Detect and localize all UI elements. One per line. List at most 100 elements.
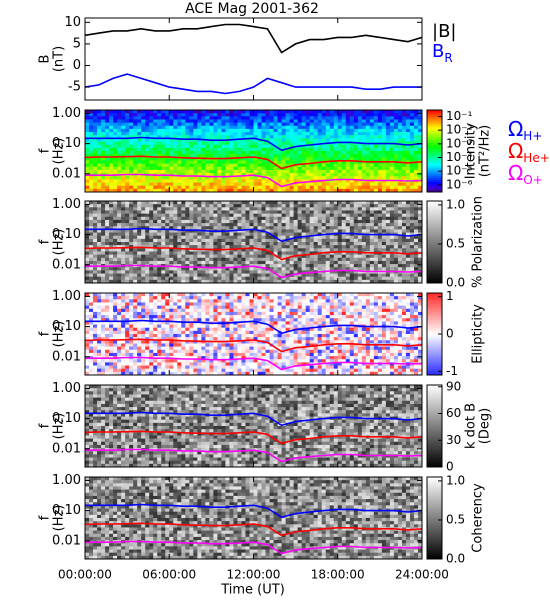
spectrogram-cell <box>417 157 423 161</box>
spectrogram-cell <box>185 147 190 152</box>
spectrogram-cell <box>193 254 198 259</box>
spectrogram-cell <box>393 151 399 155</box>
spectrogram-cell <box>209 226 214 230</box>
spectrogram-cell <box>321 248 327 252</box>
spectrogram-cell <box>157 179 162 183</box>
spectrogram-cell <box>345 179 351 183</box>
spectrogram-cell <box>93 141 98 146</box>
spectrogram-cell <box>141 232 146 237</box>
spectrogram-cell <box>217 160 222 165</box>
spectrogram-cell <box>289 151 295 155</box>
spectrogram-cell <box>181 110 186 114</box>
spectrogram-cell <box>177 219 182 224</box>
spectrogram-cell <box>413 273 419 278</box>
spectrogram-cell <box>377 257 383 262</box>
spectrogram-cell <box>229 110 234 114</box>
spectrogram-cell <box>117 210 122 215</box>
legend-name: |B| <box>432 21 456 42</box>
spectrogram-cell <box>317 229 323 233</box>
spectrogram-cell <box>265 254 270 259</box>
spectrogram-cell <box>401 173 407 177</box>
spectrogram-cell <box>133 138 138 142</box>
spectrogram-cell <box>105 223 110 227</box>
spectrogram-cell <box>353 144 359 149</box>
spectrogram-cell <box>225 132 230 136</box>
spectrogram-cell <box>353 132 359 136</box>
spectrogram-cell <box>185 110 190 114</box>
spectrogram-cell <box>397 128 403 133</box>
spectrogram-cell <box>197 248 202 252</box>
spectrogram-cell <box>269 110 274 114</box>
spectrogram-cell <box>85 135 90 139</box>
spectrogram-cell <box>277 125 282 130</box>
spectrogram-cell <box>153 223 158 227</box>
spectrogram-cell <box>157 110 162 114</box>
spectrogram-cell <box>373 173 379 177</box>
spectrogram-cell <box>357 238 363 243</box>
spectrogram-cell <box>101 273 106 278</box>
spectrogram-cell <box>277 154 282 158</box>
spectrogram-cell <box>105 238 110 243</box>
spectrogram-cell <box>105 257 110 262</box>
spectrogram-cell <box>413 279 419 284</box>
spectrogram-cell <box>281 207 286 211</box>
spectrogram-cell <box>257 141 262 146</box>
spectrogram-cell <box>153 151 158 155</box>
spectrogram-cell <box>225 242 230 246</box>
spectrogram-cell <box>377 157 383 161</box>
spectrogram-cell <box>373 185 379 190</box>
spectrogram-cell <box>305 223 311 227</box>
spectrogram-cell <box>377 273 383 278</box>
spectrogram-cell <box>145 125 150 130</box>
spectrogram-cell <box>233 251 238 256</box>
spectrogram-cell <box>261 110 266 114</box>
spectrogram-cell <box>93 144 98 149</box>
spectrogram-cell <box>309 223 315 227</box>
spectrogram-cell <box>213 213 218 218</box>
spectrogram-cell <box>229 270 234 274</box>
spectrogram-cell <box>153 157 158 161</box>
spectrogram-cell <box>145 188 150 193</box>
spectrogram-cell <box>153 226 158 230</box>
spectrogram-cell <box>165 226 170 230</box>
spectrogram-cell <box>393 166 399 171</box>
spectrogram-cell <box>281 176 286 180</box>
spectrogram-cell <box>269 267 274 271</box>
spectrogram-cell <box>417 135 423 139</box>
spectrogram-cell <box>201 235 206 240</box>
spectrogram-cell <box>289 242 295 246</box>
spectrogram-cell <box>417 229 423 233</box>
spectrogram-cell <box>169 122 174 127</box>
spectrogram-cell <box>149 299 154 303</box>
spectrogram-cell <box>397 248 403 252</box>
spectrogram-cell <box>217 267 222 271</box>
spectrogram-cell <box>245 273 250 278</box>
colorbar-cell <box>427 250 442 253</box>
spectrogram-cell <box>213 232 218 237</box>
spectrogram-cell <box>333 207 339 211</box>
spectrogram-cell <box>245 245 250 249</box>
spectrogram-cell <box>321 216 327 221</box>
colorbar-cell <box>427 203 442 206</box>
spectrogram-cell <box>233 135 238 139</box>
spectrogram-cell <box>153 213 158 218</box>
spectrogram-cell <box>361 223 367 227</box>
y-tick-label: 10 <box>64 15 81 30</box>
spectrogram-cell <box>293 135 299 139</box>
legend-name: Ω <box>508 117 523 141</box>
spectrogram-cell <box>197 110 202 114</box>
spectrogram-cell <box>281 226 286 230</box>
spectrogram-cell <box>201 267 206 271</box>
spectrogram-cell <box>153 144 158 149</box>
spectrogram-cell <box>265 151 270 155</box>
spectrogram-cell <box>153 110 158 114</box>
spectrogram-cell <box>401 176 407 180</box>
spectrogram-cell <box>125 213 130 218</box>
spectrogram-cell <box>137 132 142 136</box>
spectrogram-cell <box>137 110 142 114</box>
spectrogram-cell <box>353 113 359 117</box>
spectrogram-cell <box>157 116 162 120</box>
spectrogram-cell <box>145 293 150 297</box>
spectrogram-cell <box>225 125 230 130</box>
spectrogram-cell <box>393 185 399 190</box>
